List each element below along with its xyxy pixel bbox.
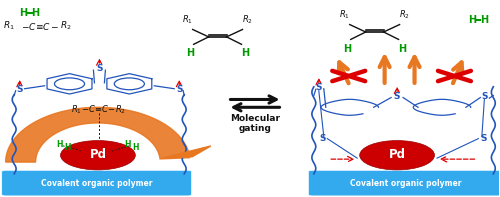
Text: H: H — [343, 44, 351, 54]
Text: H: H — [186, 48, 194, 58]
Text: S: S — [481, 92, 488, 101]
Text: H: H — [398, 44, 406, 54]
Text: $-C\!\equiv\!C-$: $-C\!\equiv\!C-$ — [20, 21, 59, 32]
Text: H: H — [56, 140, 63, 149]
Text: S: S — [480, 134, 486, 143]
Text: $R_1$: $R_1$ — [182, 14, 193, 26]
Text: H: H — [480, 15, 488, 25]
Text: H: H — [132, 143, 138, 152]
Text: $R_2$: $R_2$ — [399, 9, 410, 21]
Text: H: H — [64, 143, 70, 152]
Text: S: S — [319, 134, 326, 143]
Text: S: S — [316, 83, 322, 92]
Text: H: H — [19, 8, 27, 18]
Text: $R_1$: $R_1$ — [3, 20, 15, 32]
Text: S: S — [176, 85, 182, 94]
Text: S: S — [394, 92, 400, 101]
Text: $R_1$: $R_1$ — [340, 9, 350, 21]
FancyBboxPatch shape — [308, 170, 500, 196]
Text: $R_1\!-\!C\!\equiv\!C\!-\!R_2$: $R_1\!-\!C\!\equiv\!C\!-\!R_2$ — [72, 104, 126, 116]
Text: Covalent organic polymer: Covalent organic polymer — [41, 179, 152, 188]
Text: Covalent organic polymer: Covalent organic polymer — [350, 179, 462, 188]
Circle shape — [360, 140, 434, 170]
Text: S: S — [96, 64, 102, 73]
Polygon shape — [162, 146, 211, 158]
Text: Pd: Pd — [388, 148, 406, 161]
Text: H: H — [468, 15, 476, 25]
Text: Pd: Pd — [90, 148, 106, 161]
Text: S: S — [16, 85, 23, 94]
Text: H: H — [124, 140, 131, 149]
Text: gating: gating — [238, 124, 272, 133]
FancyBboxPatch shape — [2, 170, 192, 196]
Circle shape — [60, 140, 136, 170]
Text: H: H — [241, 48, 249, 58]
Text: $R_2$: $R_2$ — [60, 20, 71, 32]
Polygon shape — [6, 107, 190, 162]
Text: Molecular: Molecular — [230, 113, 280, 123]
Text: H: H — [32, 8, 40, 18]
Text: $R_2$: $R_2$ — [242, 14, 253, 26]
